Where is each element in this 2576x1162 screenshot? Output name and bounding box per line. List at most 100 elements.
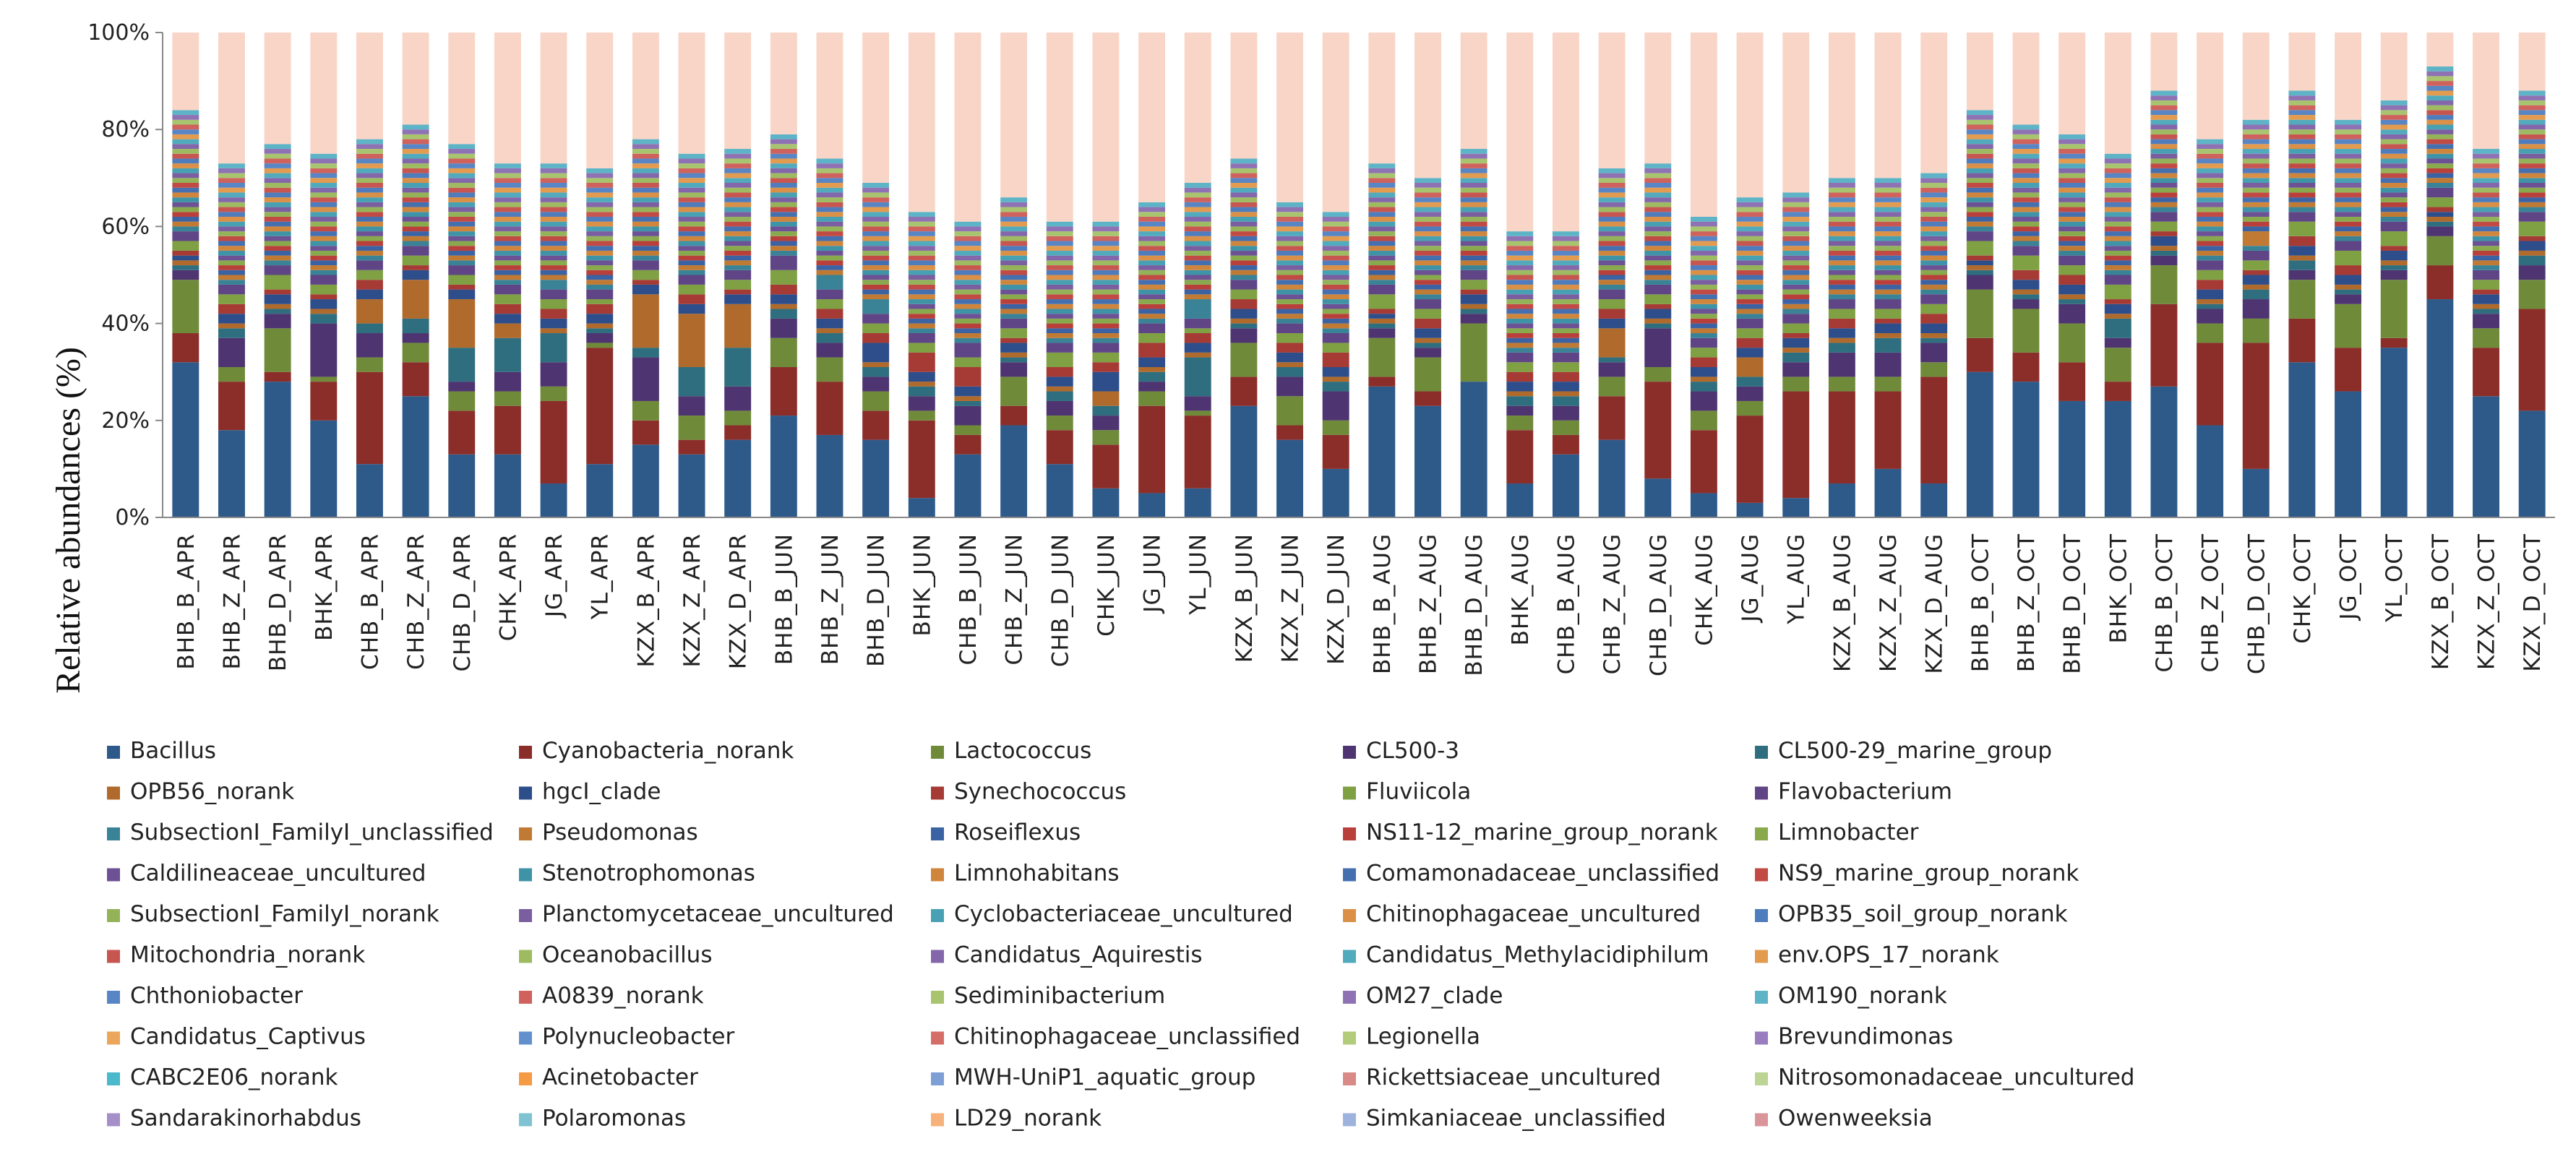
- bar-segment: [1874, 241, 1902, 246]
- bar-segment: [2426, 207, 2454, 212]
- bar-segment: [2242, 221, 2270, 227]
- bar-segment: [1414, 294, 1441, 300]
- bar-segment: [1046, 314, 1073, 319]
- bar-segment: [448, 178, 476, 184]
- bar-segment: [1920, 265, 1948, 270]
- bar-segment: [310, 382, 338, 421]
- bar-segment: [2335, 134, 2362, 139]
- legend-label: Bacillus: [130, 738, 216, 764]
- bar-segment: [218, 280, 245, 285]
- bar-segment: [1276, 255, 1303, 261]
- bar-segment: [264, 275, 291, 290]
- bar-segment: [2380, 280, 2408, 338]
- legend-swatch: [519, 1031, 532, 1045]
- bar-segment: [540, 236, 567, 241]
- bar-segment: [2058, 255, 2086, 266]
- bar-segment: [1644, 382, 1672, 479]
- bar-segment: [264, 192, 291, 198]
- bar-segment: [586, 284, 614, 290]
- bar-segment: [678, 183, 705, 188]
- bar-segment: [2335, 221, 2362, 227]
- x-tick-label: CHB_B_APR: [357, 533, 383, 670]
- bar-segment: [540, 318, 567, 329]
- bar-segment: [1782, 255, 1810, 261]
- bar-segment: [2335, 168, 2362, 173]
- bar-segment: [1368, 173, 1396, 178]
- legend-label: Chitinophagaceae_uncultured: [1366, 901, 1701, 927]
- bar-segment: [1644, 197, 1672, 202]
- bar-segment: [2242, 212, 2270, 217]
- bar-segment: [1184, 294, 1211, 300]
- bar-segment: [1828, 309, 1855, 319]
- bar-segment: [2058, 250, 2086, 256]
- bar-segment: [172, 255, 199, 261]
- bar-segment: [2242, 149, 2270, 154]
- bar-segment: [1046, 376, 1073, 387]
- bar-segment: [2288, 149, 2316, 154]
- bar-segment: [1966, 241, 1993, 256]
- bar-segment: [1506, 362, 1534, 372]
- bar-segment: [1000, 207, 1028, 212]
- bar-segment: [1414, 250, 1441, 256]
- x-tick-label: BHK_AUG: [1508, 533, 1534, 645]
- bar-segment-remainder: [2288, 33, 2316, 91]
- bar-segment: [1690, 376, 1717, 382]
- x-tick-label: BHB_D_OCT: [2060, 533, 2086, 674]
- bar-segment: [770, 255, 797, 270]
- bar-segment: [448, 187, 476, 193]
- bar-segment: [356, 183, 383, 188]
- bar-segment: [1552, 304, 1579, 309]
- bar-segment: [1368, 309, 1396, 314]
- bar-segment: [494, 192, 521, 198]
- bar-segment: [2150, 153, 2178, 159]
- bar-segment: [218, 241, 245, 246]
- bar-segment-remainder: [632, 33, 659, 139]
- x-tick-label: CHB_D_JUN: [1047, 533, 1073, 667]
- bar-segment: [540, 197, 567, 202]
- bar-segment: [1230, 299, 1258, 309]
- bar-segment: [2380, 158, 2408, 164]
- bar-segment: [1322, 236, 1349, 241]
- bar-segment: [218, 163, 245, 168]
- bar-segment: [1414, 221, 1441, 227]
- bar-segment: [2104, 241, 2131, 246]
- bar-segment: [1276, 323, 1303, 334]
- bar-segment: [1552, 434, 1579, 455]
- bar-segment: [586, 231, 614, 236]
- bar-segment: [724, 236, 752, 241]
- bar-segment: [724, 386, 752, 411]
- bar-segment: [724, 187, 752, 193]
- bar-segment: [448, 149, 476, 154]
- bar-segment: [2197, 289, 2224, 300]
- bar-segment: [1920, 304, 1948, 314]
- bar-segment: [1690, 289, 1717, 295]
- y-tick-label: 80%: [101, 117, 150, 142]
- bar-segment: [1644, 221, 1672, 227]
- bar-segment: [586, 275, 614, 280]
- bar-segment: [1690, 270, 1717, 275]
- bar-segment-remainder: [1276, 33, 1303, 202]
- bar-segment: [1046, 250, 1073, 256]
- bar-segment: [1460, 226, 1487, 232]
- bar-segment: [2197, 425, 2224, 517]
- bar-segment: [2012, 153, 2040, 159]
- bar-segment: [908, 294, 935, 300]
- bar-segment: [1184, 231, 1211, 236]
- bar-segment: [1276, 236, 1303, 241]
- bar-segment: [2335, 241, 2362, 251]
- bar-segment: [908, 221, 935, 227]
- bar-segment: [586, 314, 614, 324]
- bar-segment: [356, 178, 383, 184]
- bar-segment: [2335, 231, 2362, 236]
- bar-segment: [264, 178, 291, 184]
- bar-segment: [1322, 343, 1349, 353]
- bar-segment: [1092, 236, 1120, 241]
- bar-segment: [1368, 323, 1396, 329]
- bar-segment: [1920, 362, 1948, 377]
- bar-segment: [1828, 260, 1855, 266]
- bar-segment: [770, 216, 797, 222]
- bar-segment: [2242, 192, 2270, 198]
- bar-segment: [1506, 323, 1534, 329]
- bar-segment: [1000, 260, 1028, 266]
- bar-segment: [2426, 95, 2454, 100]
